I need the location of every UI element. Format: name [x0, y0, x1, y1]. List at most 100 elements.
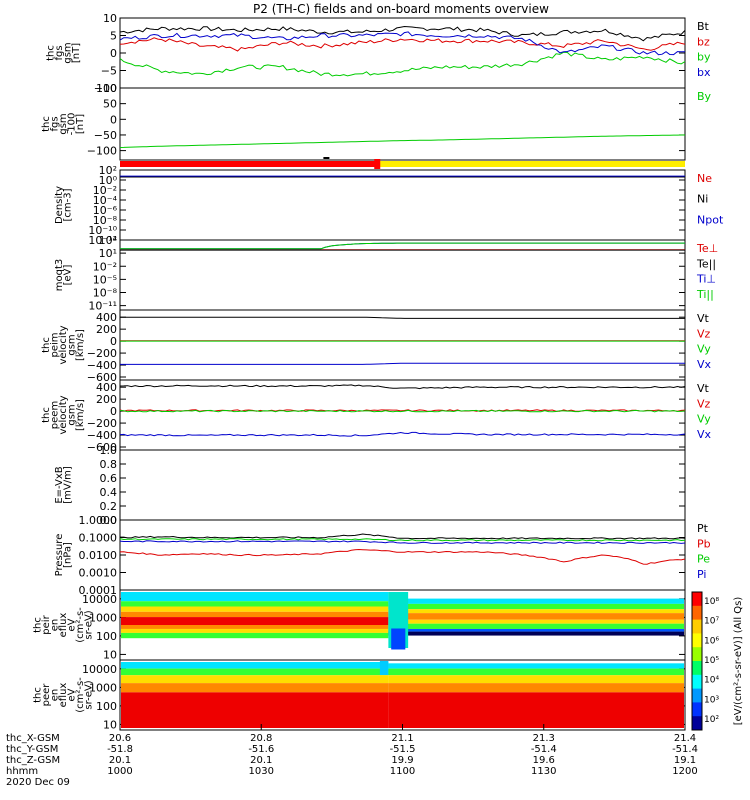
legend-label: Vt [697, 382, 710, 395]
series-line-pressure-3 [119, 540, 686, 544]
y-tick-label: 10⁻¹¹ [88, 300, 117, 313]
spectrogram-band [388, 609, 684, 614]
y-tick-label: 10 [103, 718, 117, 731]
series-line-pressure-2 [119, 538, 686, 542]
spectrogram-band [121, 683, 389, 693]
spectrogram-band [388, 668, 684, 676]
legend-label: Pt [697, 522, 709, 535]
legend-label: Te|| [696, 257, 716, 270]
spectrogram-band [388, 683, 684, 693]
panel-frame-fgs_gse [119, 87, 686, 161]
y-axis-label: [nPa] [62, 542, 73, 568]
y-tick-label: 0 [110, 335, 117, 348]
y-tick-label: 0.0001 [79, 584, 118, 597]
panel-frame-fgs [119, 17, 686, 89]
y-tick-label: 100 [96, 700, 117, 713]
status-bar-yellow [377, 161, 685, 167]
x-row-value: 1130 [531, 766, 556, 777]
series-line-fgs-2 [119, 51, 686, 77]
y-axis-label: sr-eV) [84, 680, 95, 709]
y-tick-label: −200 [87, 347, 117, 360]
panel-frame-efield [119, 449, 686, 521]
series-line-fgs-1 [119, 37, 686, 52]
spectrogram-band [121, 601, 389, 607]
series-line-pressure-0 [120, 533, 686, 540]
y-axis-label: sr-eV) [84, 610, 95, 639]
colorbar-segment [692, 688, 702, 703]
y-tick-label: 100 [96, 82, 117, 95]
y-axis-label: eV [67, 618, 78, 631]
y-tick-label: 10⁻⁶ [93, 204, 118, 217]
colorbar-segment [692, 633, 702, 648]
legend-label: bx [697, 66, 711, 79]
y-axis-label: moqt3 [54, 259, 65, 292]
y-axis-label: fgs [54, 45, 65, 60]
colorbar-tick-label: 10⁵ [704, 656, 719, 666]
spectrogram-band [121, 668, 389, 676]
x-row-value: 20.8 [250, 733, 272, 744]
spectrogram-band [121, 611, 389, 618]
y-tick-label: 1000 [89, 611, 117, 624]
legend-label: bz [697, 35, 710, 48]
spectrogram-peer [121, 661, 684, 728]
panel-frame-peim [119, 309, 686, 381]
spectrogram-band [121, 628, 389, 633]
y-tick-label: −400 [87, 359, 117, 372]
colorbar-segment [692, 619, 702, 634]
y-tick-label: −600 [87, 371, 117, 384]
legend-label: by [697, 51, 711, 64]
y-tick-label: 0.0100 [79, 549, 118, 562]
y-axis-label: thc [41, 116, 52, 132]
y-axis-label: gsm [58, 113, 69, 134]
y-tick-label: 10² [99, 164, 117, 177]
y-tick-label: 0 [110, 405, 117, 418]
y-tick-label: 100 [96, 630, 117, 643]
y-axis-label: fgs [50, 116, 61, 131]
y-axis-label: eV [67, 688, 78, 701]
y-tick-label: 200 [96, 393, 117, 406]
y-tick-label: 200 [96, 323, 117, 336]
spectrogram-band [388, 623, 684, 629]
y-tick-label: 10⁻¹⁰ [88, 224, 117, 237]
y-tick-label: 10⁻⁸ [93, 287, 118, 300]
legend-label: Ni [697, 193, 708, 206]
x-row-label: thc_X-GSM [6, 733, 60, 744]
y-axis-label: E=-VxB [54, 466, 65, 503]
y-axis-label: Pressure [54, 534, 65, 577]
legend-label: Pi [697, 568, 706, 581]
colorbar-tick-label: 10² [704, 715, 719, 725]
y-axis-label: thc [33, 687, 44, 703]
x-row-label: thc_Z-GSM [6, 755, 60, 766]
y-axis-label: [nT] [71, 43, 82, 63]
x-row-label: thc_Y-GSM [6, 744, 58, 755]
y-tick-label: −600 [87, 441, 117, 454]
colorbar-label: [eV/(cm²-s-sr-eV)] (All Qs) [733, 597, 744, 726]
colorbar-tick-label: 10⁴ [704, 676, 719, 686]
series-line-peem-0 [119, 384, 686, 390]
y-axis-label: Density [54, 186, 65, 224]
y-axis-label: gsm [67, 404, 78, 425]
y-tick-label: −10 [94, 82, 117, 95]
colorbar-segment [692, 716, 702, 731]
status-bar-tick [323, 157, 330, 159]
y-axis-label: [km/s] [75, 329, 86, 361]
y-axis-label: velocity [58, 395, 69, 434]
y-tick-label: 10⁰ [99, 174, 118, 187]
x-row-value: 19.9 [391, 755, 413, 766]
y-tick-label: 10⁻² [93, 260, 117, 273]
colorbar-tick-label: 10⁸ [704, 597, 719, 607]
y-tick-label: 10 [103, 12, 117, 25]
series-line-temp-3 [120, 242, 685, 250]
spectrogram-band [121, 606, 389, 612]
x-row-value: 19.6 [533, 755, 555, 766]
legend-label: Ne [697, 172, 712, 185]
series-line-fgs-0 [119, 25, 686, 42]
y-tick-label: 0.8 [100, 458, 118, 471]
colorbar-tick-label: 10⁶ [704, 636, 719, 646]
legend-label: Pe [697, 553, 710, 566]
legend-label: Vz [697, 327, 711, 340]
y-axis-label: thc [41, 407, 52, 423]
y-tick-label: −400 [87, 429, 117, 442]
y-tick-label: 10⁻⁵ [93, 273, 117, 286]
y-tick-label: 0.2 [100, 500, 118, 513]
